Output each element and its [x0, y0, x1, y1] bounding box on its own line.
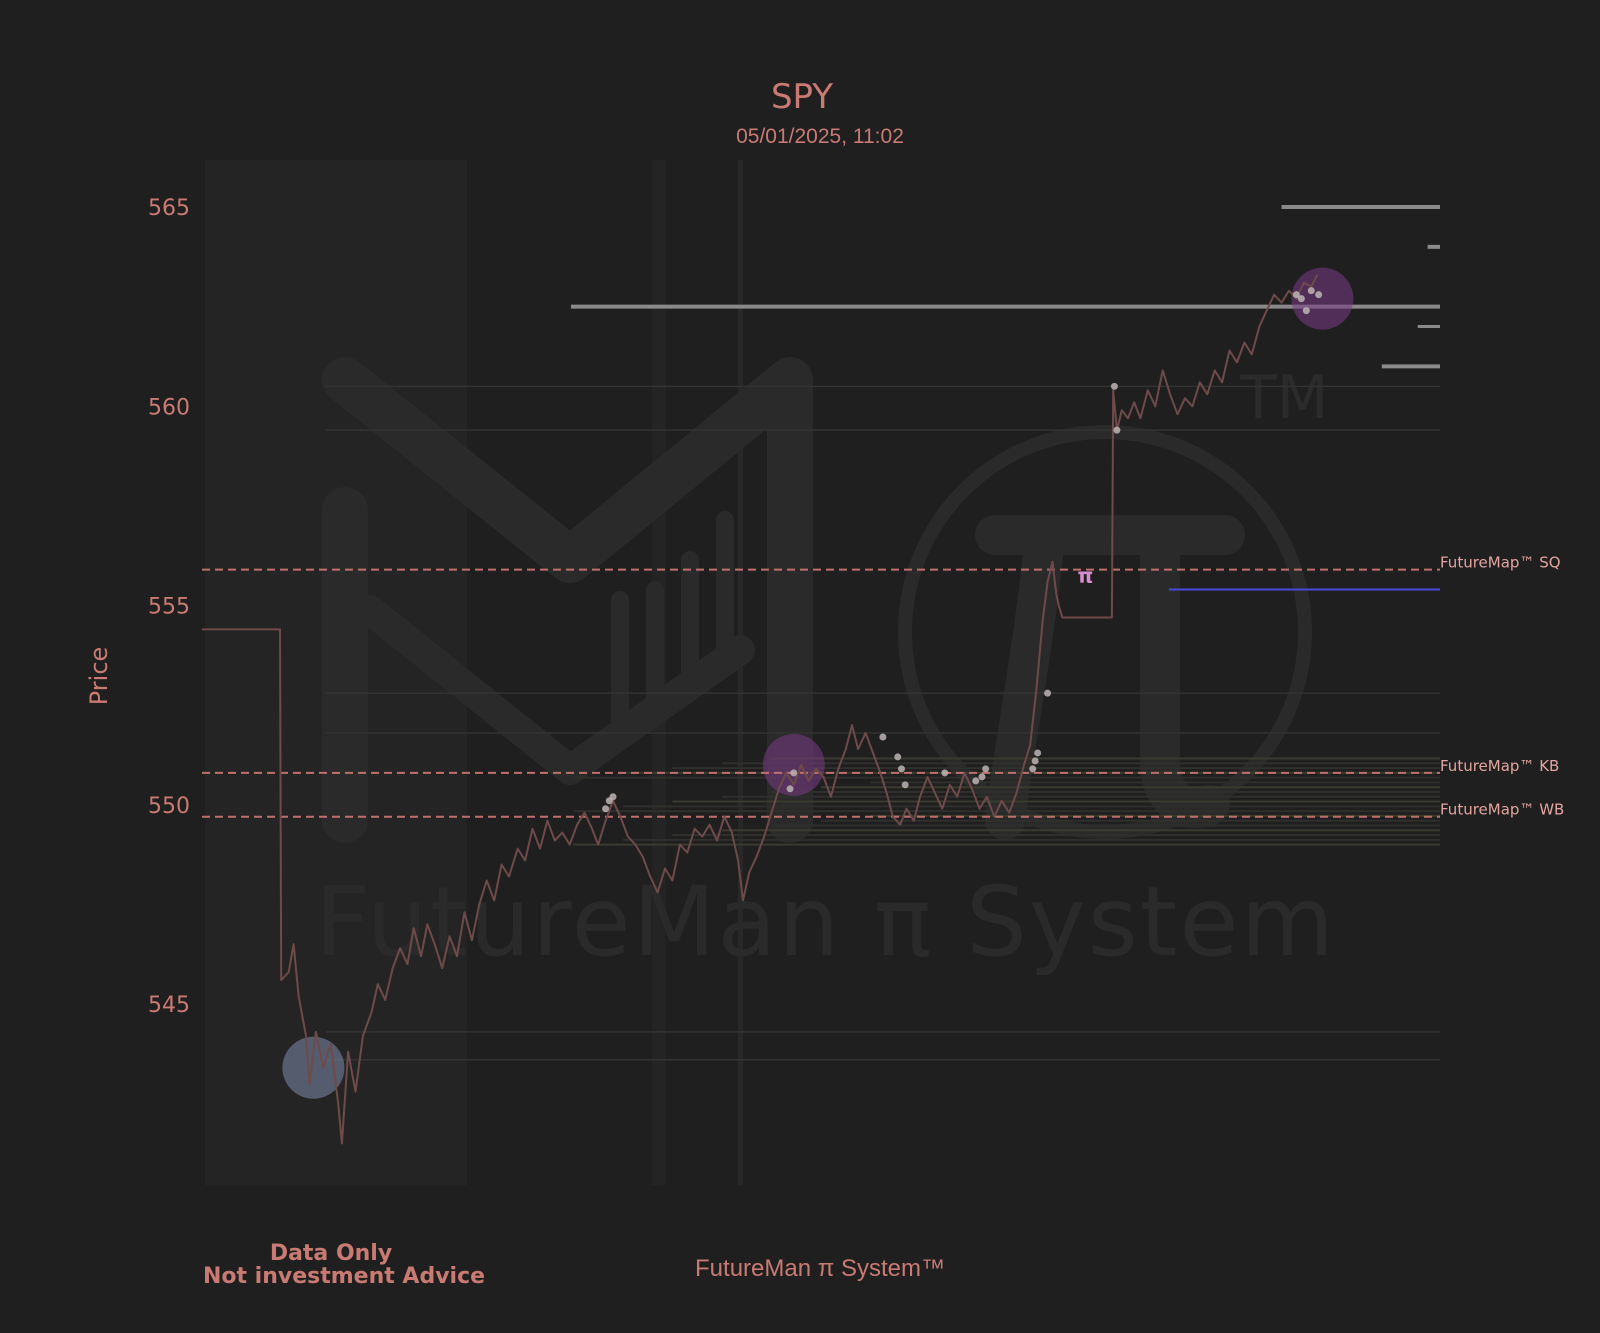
y-tick-label: 565 — [148, 196, 190, 221]
signal-dot — [1297, 295, 1305, 303]
signal-dot — [1113, 426, 1121, 434]
signal-dot — [901, 781, 909, 789]
signal-dot — [972, 777, 980, 785]
price-line — [202, 274, 1319, 1145]
watermark-text: FutureMan π System — [315, 866, 1336, 978]
signal-dots — [602, 287, 1323, 813]
signal-dot — [790, 769, 798, 777]
signal-dot — [894, 753, 902, 761]
y-tick-label: 560 — [148, 395, 190, 420]
highlight-circle — [1291, 267, 1354, 330]
footer-disclaimer-line1: Data Only — [270, 1241, 392, 1266]
y-axis-ticks: 545 550 555 560 565 — [148, 196, 190, 1018]
watermark-tm: TM — [1239, 363, 1328, 433]
watermark-logo — [322, 357, 1312, 843]
signal-dot — [1292, 291, 1300, 299]
highlight-circles — [282, 267, 1354, 1099]
signal-dot — [786, 785, 794, 793]
y-axis-label: Price — [85, 647, 113, 706]
signal-dot — [1031, 757, 1039, 765]
signal-dot — [1029, 765, 1037, 773]
signal-dot — [879, 733, 887, 741]
price-series — [202, 274, 1319, 1145]
signal-dot — [602, 805, 610, 813]
signal-dot — [1110, 382, 1118, 390]
chart-subtitle: 05/01/2025, 11:02 — [736, 125, 904, 148]
signal-dot — [1302, 307, 1310, 315]
signal-dot — [609, 793, 617, 801]
footer-brand: FutureMan π System™ — [695, 1255, 945, 1282]
pi-marker-layer: π — [1077, 564, 1093, 588]
signal-dot — [1034, 749, 1042, 757]
signal-dot — [982, 765, 990, 773]
y-tick-label: 545 — [148, 993, 190, 1018]
futuremap-level-label: FutureMap™ WB — [1440, 801, 1564, 819]
futuremap-level-label: FutureMap™ SQ — [1440, 554, 1561, 572]
y-tick-label: 555 — [148, 595, 190, 620]
pi-marker: π — [1077, 564, 1093, 588]
signal-dot — [1307, 287, 1315, 295]
signal-dot — [978, 773, 986, 781]
signal-dot — [1315, 291, 1323, 299]
chart-title: SPY — [771, 77, 833, 117]
futuremap-level-label: FutureMap™ KB — [1440, 757, 1559, 775]
footer-disclaimer-line2: Not investment Advice — [203, 1264, 485, 1289]
y-tick-label: 550 — [148, 794, 190, 819]
signal-dot — [897, 765, 905, 773]
highlight-circle — [762, 733, 825, 796]
signal-dot — [1044, 689, 1052, 697]
signal-dot — [941, 769, 949, 777]
